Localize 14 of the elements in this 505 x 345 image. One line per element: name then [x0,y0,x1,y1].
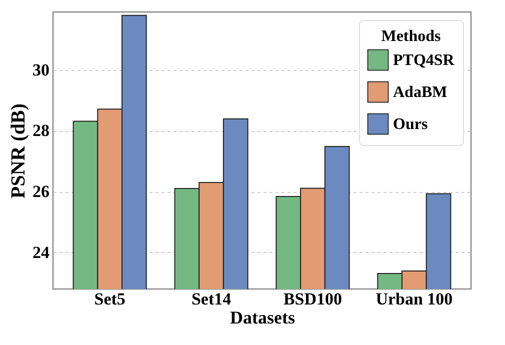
x-tick-label: Urban 100 [376,290,453,308]
x-axis-title: Datasets [230,308,295,328]
x-tick-label: Set5 [94,290,126,308]
y-tick-label: 30 [32,60,50,80]
x-tick-label: Set14 [191,290,232,308]
legend-label: PTQ4SR [393,52,455,69]
y-tick-label: 26 [32,182,50,202]
legend-label: Ours [393,116,428,133]
y-tick-label: 24 [32,242,50,262]
y-tick-label: 28 [32,121,50,140]
x-tick-label: BSD100 [283,290,342,308]
y-axis-title: PSNR (dB) [8,103,30,199]
legend-title: Methods [381,28,441,45]
legend-label: AdaBM [393,84,448,101]
